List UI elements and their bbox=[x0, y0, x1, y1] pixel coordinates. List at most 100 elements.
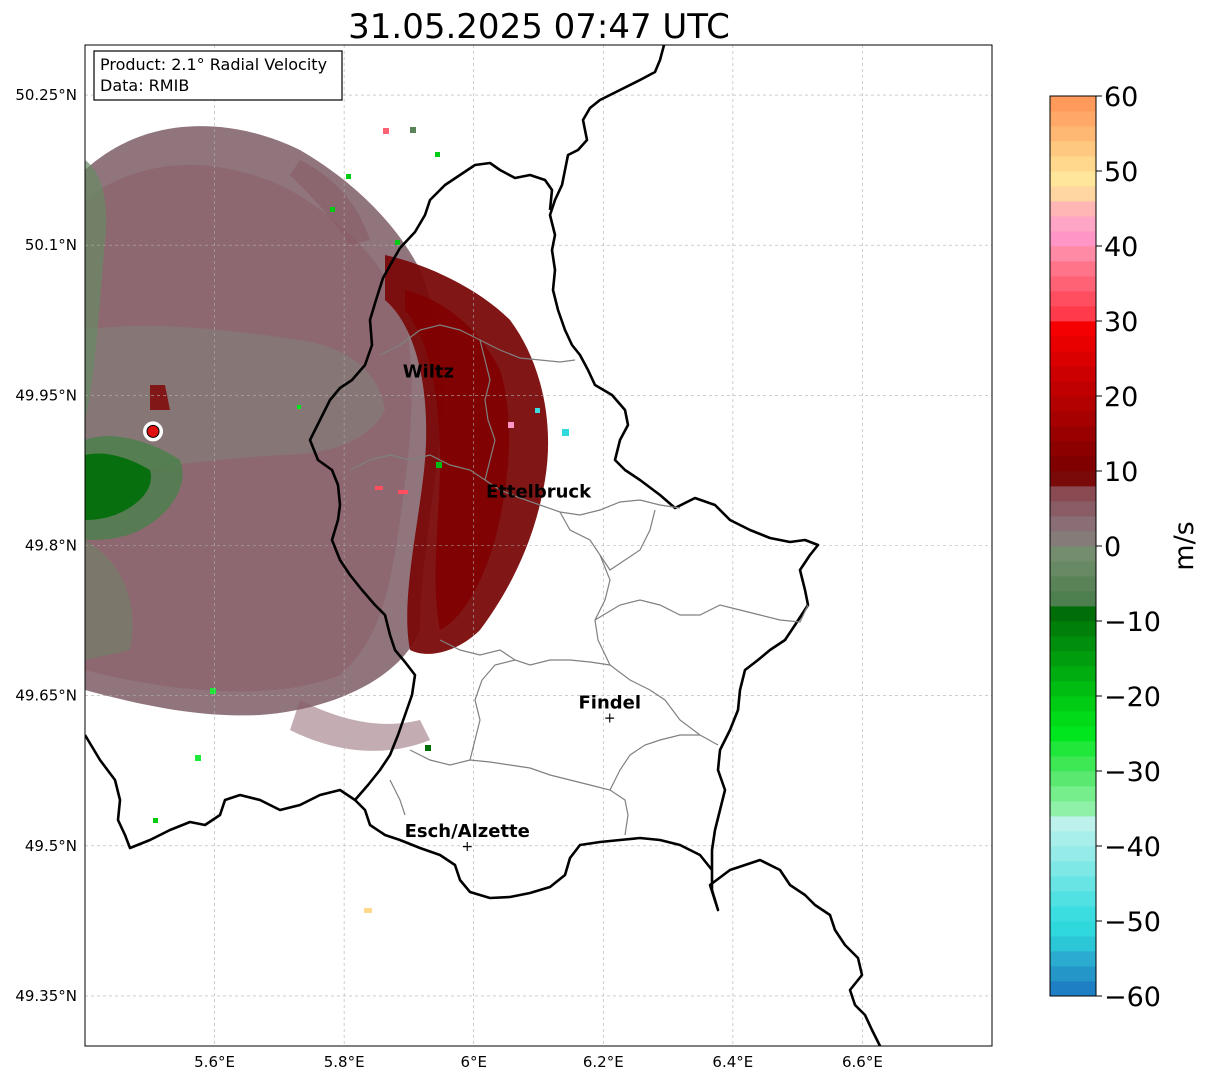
colorbar-step bbox=[1050, 726, 1096, 742]
colorbar-step bbox=[1050, 141, 1096, 157]
lon-tick-label: 6.2°E bbox=[583, 1053, 624, 1071]
lat-tick-label: 50.1°N bbox=[25, 236, 77, 254]
city-marker-icon: + bbox=[461, 839, 473, 855]
colorbar-step bbox=[1050, 861, 1096, 877]
colorbar-tick-label: −30 bbox=[1104, 757, 1161, 788]
lat-tick-label: 49.5°N bbox=[25, 837, 77, 855]
colorbar-step bbox=[1050, 321, 1096, 337]
longitude-tick-labels: 5.6°E 5.8°E 6°E 6.2°E 6.4°E 6.6°E bbox=[194, 1053, 883, 1071]
colorbar-step bbox=[1050, 396, 1096, 412]
colorbar-unit-label: m/s bbox=[1169, 521, 1200, 570]
colorbar-step bbox=[1050, 366, 1096, 382]
colorbar-color-steps bbox=[1050, 96, 1096, 997]
colorbar-step bbox=[1050, 306, 1096, 322]
colorbar-step bbox=[1050, 876, 1096, 892]
colorbar-step bbox=[1050, 636, 1096, 652]
colorbar-step bbox=[1050, 201, 1096, 217]
colorbar-tick-label: 40 bbox=[1104, 232, 1138, 263]
colorbar-tick-label: −20 bbox=[1104, 682, 1161, 713]
colorbar-step bbox=[1050, 426, 1096, 442]
product-info-box: Product: 2.1° Radial Velocity Data: RMIB bbox=[93, 50, 343, 101]
city-findel: +Findel bbox=[578, 693, 641, 727]
colorbar-tick-label: 20 bbox=[1104, 382, 1138, 413]
lon-tick-label: 6.4°E bbox=[712, 1053, 753, 1071]
colorbar-step bbox=[1050, 771, 1096, 787]
lon-tick-label: 5.6°E bbox=[194, 1053, 235, 1071]
colorbar-step bbox=[1050, 516, 1096, 532]
colorbar-step bbox=[1050, 921, 1096, 937]
colorbar-step bbox=[1050, 291, 1096, 307]
colorbar-step bbox=[1050, 171, 1096, 187]
lon-tick-label: 5.8°E bbox=[324, 1053, 365, 1071]
city-ettelbruck: Ettelbruck bbox=[486, 481, 592, 502]
lon-tick-label: 6°E bbox=[460, 1053, 487, 1071]
city-wiltz: Wiltz bbox=[403, 361, 454, 382]
colorbar-step bbox=[1050, 546, 1096, 562]
colorbar-step bbox=[1050, 381, 1096, 397]
canton-boundaries bbox=[349, 324, 809, 836]
radar-site-marker bbox=[143, 421, 164, 442]
lat-tick-label: 49.35°N bbox=[15, 987, 77, 1005]
city-label: Ettelbruck bbox=[486, 481, 592, 502]
lat-tick-label: 49.95°N bbox=[15, 386, 77, 404]
latitude-tick-labels: 50.25°N 50.1°N 49.95°N 49.8°N 49.65°N 49.5°N 4… bbox=[15, 86, 77, 1005]
lat-tick-label: 50.25°N bbox=[15, 86, 77, 104]
city-esch-alzette: +Esch/Alzette bbox=[405, 821, 530, 855]
city-label: Esch/Alzette bbox=[405, 821, 530, 842]
colorbar-tick-labels: 60 50 40 30 20 10 0 −10 −20 −30 −40 −50 −60 bbox=[1096, 82, 1161, 1013]
colorbar-step bbox=[1050, 351, 1096, 367]
city-marker-icon: + bbox=[604, 711, 616, 727]
colorbar-step bbox=[1050, 261, 1096, 277]
colorbar-step bbox=[1050, 246, 1096, 262]
velocity-colorbar: 60 50 40 30 20 10 0 −10 −20 −30 −40 −50 −60 m/s bbox=[1049, 82, 1200, 1013]
info-product-text: Product: 2.1° Radial Velocity bbox=[100, 55, 327, 74]
colorbar-step bbox=[1050, 96, 1096, 112]
lon-tick-label: 6.6°E bbox=[842, 1053, 883, 1071]
colorbar-step bbox=[1050, 741, 1096, 757]
colorbar-step bbox=[1050, 801, 1096, 817]
colorbar-step bbox=[1050, 831, 1096, 847]
country-borders bbox=[85, 45, 882, 1046]
info-box-frame bbox=[93, 50, 343, 101]
colorbar-tick-label: −50 bbox=[1104, 907, 1161, 938]
lat-tick-label: 49.8°N bbox=[25, 537, 77, 555]
colorbar-step bbox=[1050, 471, 1096, 487]
colorbar-step bbox=[1050, 591, 1096, 607]
map-title: 31.05.2025 07:47 UTC bbox=[348, 7, 730, 47]
colorbar-step bbox=[1050, 411, 1096, 427]
city-label: Wiltz bbox=[403, 361, 454, 382]
colorbar-step bbox=[1050, 156, 1096, 172]
radar-velocity-field bbox=[85, 86, 569, 913]
colorbar-step bbox=[1050, 336, 1096, 352]
colorbar-step bbox=[1050, 936, 1096, 952]
colorbar-tick-label: −60 bbox=[1104, 982, 1161, 1013]
colorbar-tick-label: −40 bbox=[1104, 832, 1161, 863]
colorbar-step bbox=[1050, 276, 1096, 292]
map-frame bbox=[84, 44, 993, 1047]
colorbar-tick-label: 0 bbox=[1104, 532, 1121, 563]
colorbar-step bbox=[1050, 561, 1096, 577]
colorbar-step bbox=[1050, 891, 1096, 907]
colorbar-step bbox=[1050, 186, 1096, 202]
colorbar-step bbox=[1050, 606, 1096, 622]
info-data-text: Data: RMIB bbox=[100, 76, 189, 95]
colorbar-step bbox=[1050, 666, 1096, 682]
colorbar-step bbox=[1050, 951, 1096, 967]
colorbar-step bbox=[1050, 126, 1096, 142]
colorbar-tick-label: 30 bbox=[1104, 307, 1138, 338]
colorbar-step bbox=[1050, 441, 1096, 457]
colorbar-step bbox=[1050, 531, 1096, 547]
colorbar-step bbox=[1050, 651, 1096, 667]
colorbar-step bbox=[1050, 786, 1096, 802]
colorbar-tick-label: 10 bbox=[1104, 457, 1138, 488]
colorbar-tick-label: 50 bbox=[1104, 157, 1138, 188]
city-label: Findel bbox=[578, 693, 641, 714]
colorbar-tick-label: 60 bbox=[1104, 82, 1138, 113]
colorbar-step bbox=[1050, 906, 1096, 922]
colorbar-step bbox=[1050, 846, 1096, 862]
colorbar-step bbox=[1050, 981, 1096, 997]
colorbar-step bbox=[1050, 756, 1096, 772]
